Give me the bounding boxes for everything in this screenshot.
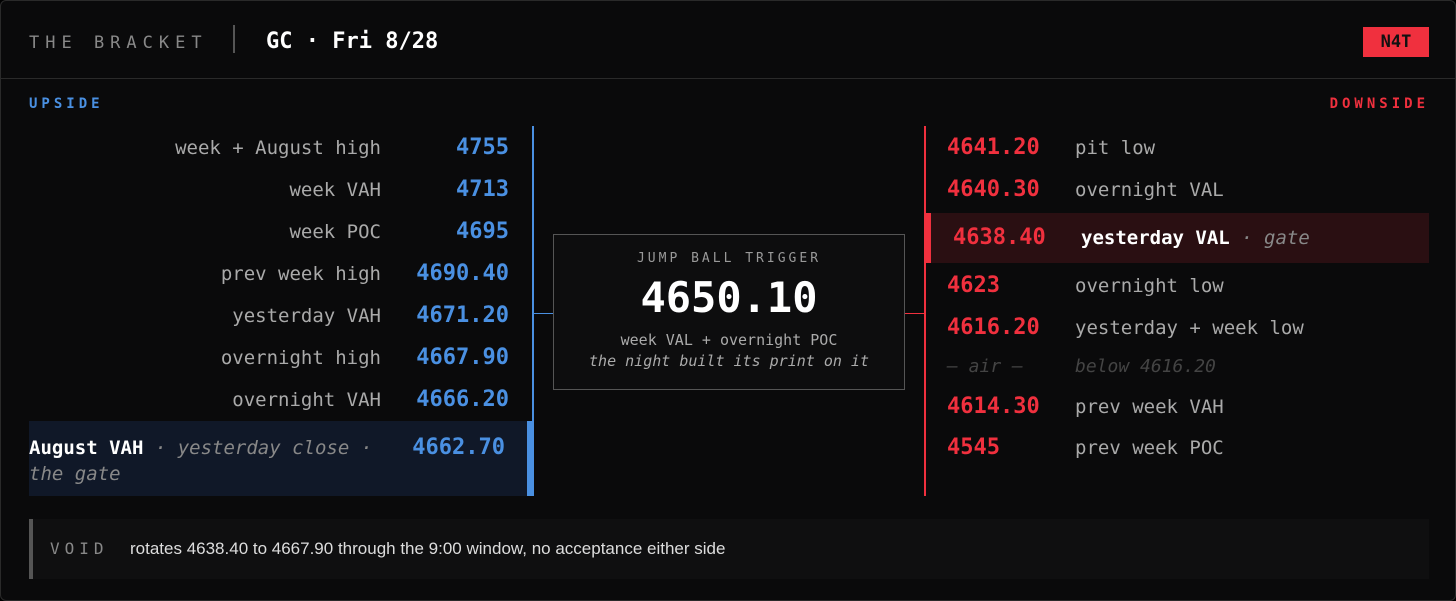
void-bar [29, 519, 33, 579]
trigger-label: JUMP BALL TRIGGER [636, 251, 822, 266]
gate-price: 4662.70 [412, 435, 505, 460]
subtitle: GC · Fri 8/28 [266, 29, 439, 54]
downside-label: DOWNSIDE [1329, 96, 1429, 112]
divider [1, 78, 1455, 79]
gate-text: yesterday VAL · gate [1081, 225, 1310, 251]
upside-rail [532, 126, 534, 496]
trigger-line: week VAL + overnight POC [620, 331, 838, 349]
gate-name: August VAH [29, 437, 144, 459]
separator [233, 25, 235, 53]
gate-note: · yesterday close · the gate [29, 437, 373, 485]
level-price: 4641.20 [947, 135, 1040, 160]
trigger-price: 4650.10 [640, 273, 818, 322]
level-name: week POC [289, 221, 381, 243]
level-price: 4695 [456, 219, 509, 244]
level-price: 4545 [947, 435, 1000, 460]
gate-text: August VAH · yesterday close · the gate [29, 435, 389, 487]
gate-bar [925, 213, 931, 263]
level-name: week + August high [175, 137, 381, 159]
upside-label: UPSIDE [29, 96, 104, 112]
void-box: VOID rotates 4638.40 to 4667.90 through … [29, 519, 1429, 579]
level-name: yesterday VAH [232, 305, 381, 327]
level-name: overnight high [220, 347, 381, 369]
level-name: overnight VAL [1075, 179, 1224, 201]
gate-note: · gate [1241, 227, 1310, 249]
void-label: VOID [50, 539, 109, 558]
connector [905, 313, 924, 314]
upside-gate-row: August VAH · yesterday close · the gate … [29, 421, 533, 496]
level-name: pit low [1075, 137, 1156, 159]
downside-rail [924, 126, 926, 496]
level-price: 4616.20 [947, 315, 1040, 340]
title: THE BRACKET [29, 33, 208, 53]
level-price: 4671.20 [416, 303, 509, 328]
level-name: overnight low [1075, 275, 1224, 297]
level-price: 4666.20 [416, 387, 509, 412]
trigger-line: the night built its print on it [589, 352, 869, 370]
level-name: prev week VAH [1075, 396, 1224, 418]
level-name: overnight VAH [232, 389, 381, 411]
badge: N4T [1363, 27, 1429, 57]
level-price: 4614.30 [947, 394, 1040, 419]
level-name: yesterday + week low [1075, 317, 1304, 339]
gate-bar [527, 421, 533, 496]
level-price: 4713 [456, 177, 509, 202]
level-price: 4667.90 [416, 345, 509, 370]
level-name: week VAH [289, 179, 381, 201]
level-name: prev week POC [1075, 437, 1224, 459]
air-mark: — air — [947, 356, 1023, 377]
gate-name: yesterday VAL [1081, 227, 1230, 249]
void-text: rotates 4638.40 to 4667.90 through the 9… [130, 539, 726, 558]
downside-gate-row: 4638.40 yesterday VAL · gate [925, 213, 1429, 263]
level-price: 4623 [947, 273, 1000, 298]
connector [534, 313, 553, 314]
trigger-box [553, 234, 905, 390]
gate-price: 4638.40 [953, 225, 1046, 250]
air-note: below 4616.20 [1075, 356, 1216, 377]
level-price: 4755 [456, 135, 509, 160]
level-price: 4640.30 [947, 177, 1040, 202]
level-name: prev week high [220, 263, 381, 285]
level-price: 4690.40 [416, 261, 509, 286]
